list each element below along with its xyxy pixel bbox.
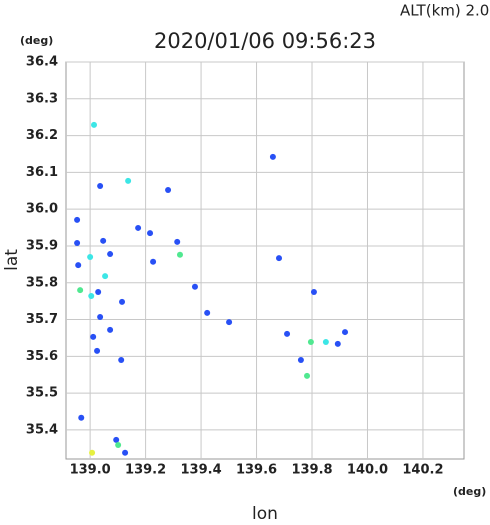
point [310, 288, 317, 295]
x-tick-label: 139.2 [125, 463, 166, 478]
point [334, 340, 341, 347]
y-tick-label: 35.8 [26, 275, 58, 290]
point [94, 347, 101, 354]
y-tick-label: 35.4 [26, 422, 58, 437]
y-tick-label: 35.9 [26, 238, 58, 253]
y-unit: (deg) [20, 34, 53, 47]
point [74, 216, 81, 223]
point [87, 254, 94, 261]
y-tick-label: 36.4 [26, 55, 58, 70]
y-tick-label: 36.1 [26, 165, 58, 180]
point [118, 357, 125, 364]
point [107, 251, 114, 258]
y-tick-label: 35.5 [26, 386, 58, 401]
point [150, 258, 157, 265]
point [342, 329, 349, 336]
y-tick-label: 36.2 [26, 128, 58, 143]
point [284, 330, 291, 337]
point [78, 414, 85, 421]
point [113, 436, 120, 443]
y-axis-label: lat [2, 249, 22, 271]
point [276, 255, 283, 262]
point [307, 338, 314, 345]
point [204, 309, 211, 316]
point [304, 372, 311, 379]
point [75, 262, 82, 269]
point [269, 153, 276, 160]
point [147, 230, 154, 237]
chart-subtitle: ALT(km) 2.0 [400, 2, 489, 20]
y-tick-label: 36.0 [26, 202, 58, 217]
point [77, 287, 84, 294]
x-axis-label: lon [252, 504, 278, 521]
point [165, 187, 172, 194]
x-tick-label: 140.2 [402, 463, 443, 478]
point [174, 238, 181, 245]
x-tick-label: 139.0 [70, 463, 111, 478]
point [97, 313, 104, 320]
point [125, 177, 132, 184]
point [322, 338, 329, 345]
point [100, 237, 107, 244]
x-tick-label: 140.0 [347, 463, 388, 478]
point [102, 273, 109, 280]
point [226, 319, 233, 326]
x-unit: (deg) [453, 485, 486, 498]
chart-title: 2020/01/06 09:56:23 [154, 29, 376, 53]
point [88, 293, 95, 300]
point [90, 333, 97, 340]
point [135, 224, 142, 231]
point [95, 288, 102, 295]
y-tick-label: 35.6 [26, 349, 58, 364]
point [89, 449, 96, 456]
point [107, 326, 114, 333]
point [191, 283, 198, 290]
plot-area [65, 61, 465, 460]
x-tick-label: 139.4 [181, 463, 222, 478]
point [74, 240, 81, 247]
x-tick-label: 139.6 [236, 463, 277, 478]
point [91, 121, 98, 128]
point [119, 298, 126, 305]
y-tick-label: 35.7 [26, 312, 58, 327]
point [122, 449, 129, 456]
point [297, 357, 304, 364]
y-tick-label: 36.3 [26, 91, 58, 106]
point [176, 251, 183, 258]
point [115, 442, 122, 449]
x-tick-label: 139.8 [291, 463, 332, 478]
point [97, 182, 104, 189]
